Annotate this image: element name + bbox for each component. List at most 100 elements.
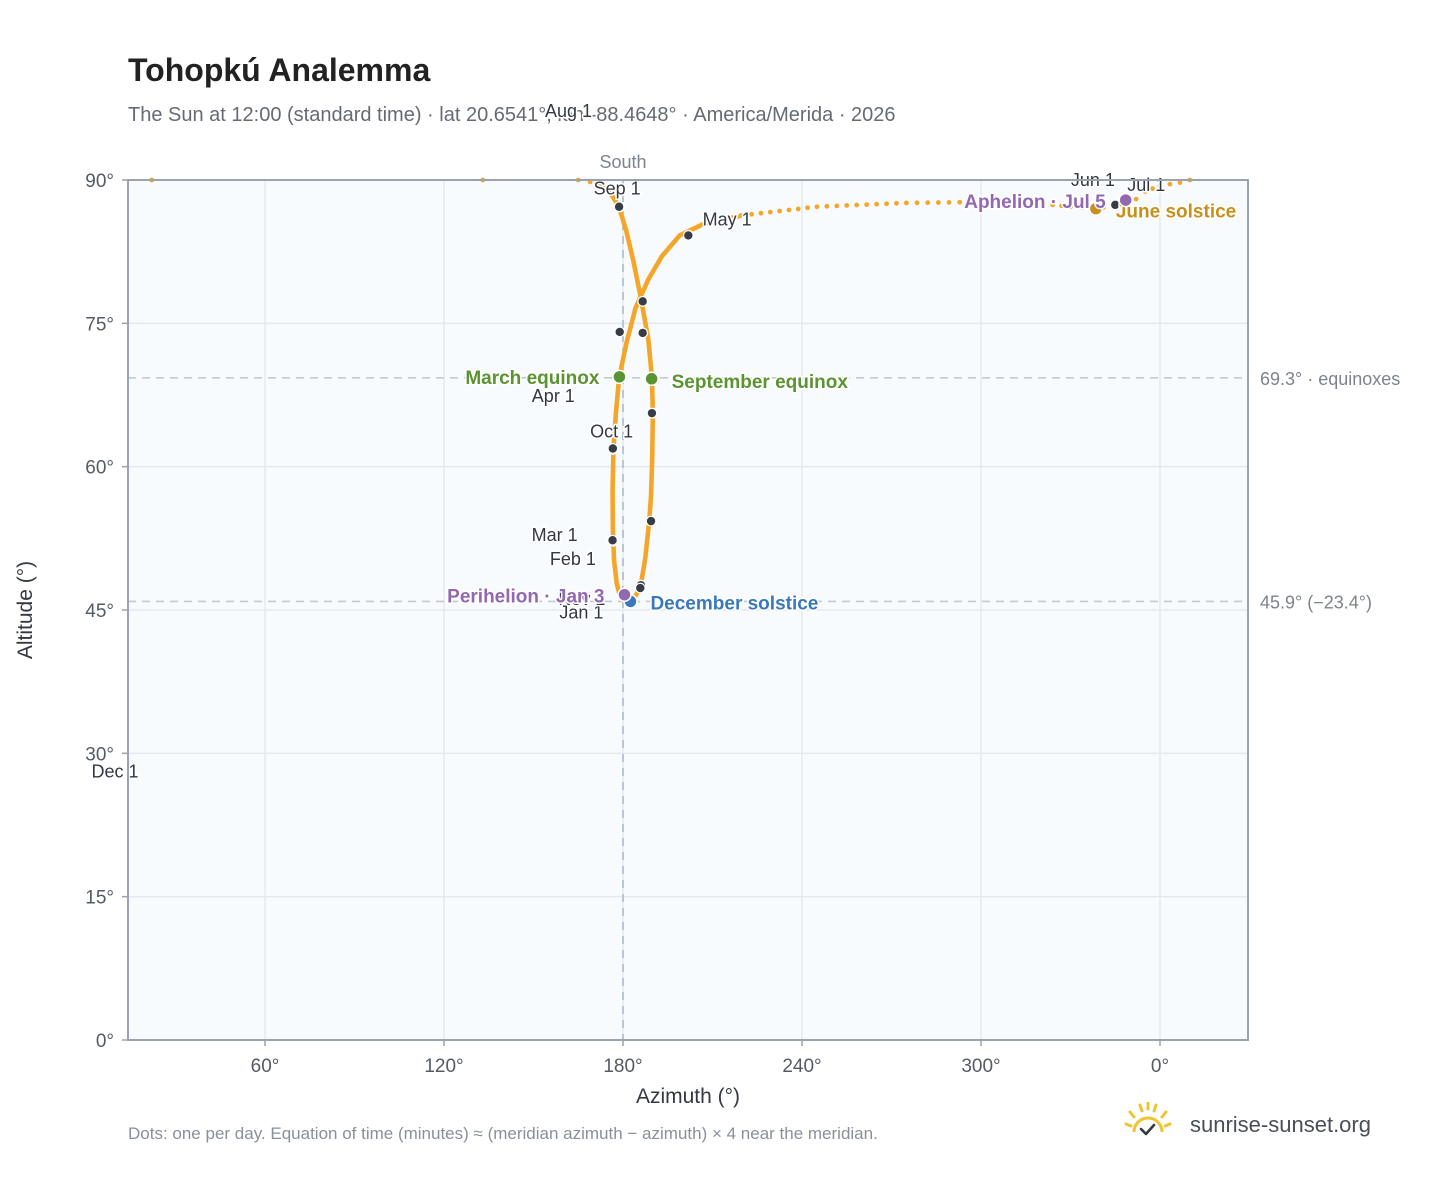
x-tick-label: 240°	[782, 1056, 821, 1077]
day-dot	[777, 208, 783, 214]
day-dot	[957, 199, 963, 205]
day-dot	[989, 199, 995, 205]
month-marker	[645, 515, 657, 527]
day-dot	[874, 201, 879, 207]
day-dot	[1059, 203, 1064, 209]
month-label: Apr 1	[532, 386, 575, 406]
y-tick-label: 45°	[85, 601, 114, 622]
brand-name: sunrise-sunset.org	[1190, 1112, 1371, 1137]
x-tick-label: 120°	[424, 1056, 463, 1077]
month-marker	[614, 326, 626, 338]
day-dot	[767, 209, 773, 215]
y-axis-title: Altitude (°)	[14, 561, 37, 659]
event-label: September equinox	[672, 372, 849, 393]
day-dot	[1050, 202, 1055, 208]
event-label: December solstice	[650, 593, 818, 614]
x-tick-label: 60°	[251, 1056, 280, 1077]
month-label: Jan 1	[559, 603, 603, 623]
x-axis-ticks: 60° 120° 180° 240° 300° 0°	[251, 1040, 1169, 1077]
day-dot	[894, 200, 899, 206]
day-dot	[814, 204, 820, 210]
day-dot	[1068, 204, 1073, 210]
day-dot	[1150, 186, 1155, 192]
day-dot	[1032, 200, 1038, 206]
y-tick-label: 0°	[96, 1031, 114, 1052]
x-tick-label: 180°	[603, 1056, 642, 1077]
day-dot	[978, 199, 984, 205]
month-marker	[1109, 199, 1121, 211]
event-marker	[644, 371, 659, 387]
event-label: Perihelion · Jan 3	[447, 587, 604, 608]
footnote: Dots: one per day. Equation of time (min…	[128, 1124, 878, 1143]
month-marker	[637, 327, 649, 339]
sun-logo-icon	[1124, 1102, 1172, 1136]
month-marker	[634, 582, 646, 594]
month-label: May 1	[703, 209, 752, 229]
day-dot	[946, 199, 952, 205]
event-markers: March equinox September equinox June solst…	[446, 191, 1238, 616]
grid-lines	[128, 180, 1248, 1040]
day-dot	[1133, 196, 1139, 202]
month-label: Nov 1	[558, 589, 605, 609]
reference-line-label: 69.3° · equinoxes	[1260, 369, 1400, 389]
month-label: Jul 1	[1127, 175, 1165, 195]
event-label: March equinox	[465, 368, 600, 389]
month-marker	[682, 230, 694, 241]
day-dot	[967, 199, 973, 205]
reference-lines: 69.3° · equinoxes 45.9° (−23.4°)	[128, 369, 1400, 612]
day-dot	[805, 205, 810, 211]
day-dot	[739, 212, 745, 218]
day-dot	[884, 201, 889, 207]
month-marker	[613, 201, 625, 213]
y-tick-label: 75°	[85, 314, 114, 335]
day-dot	[864, 202, 870, 208]
month-marker	[1002, 196, 1014, 208]
day-dot	[749, 211, 755, 217]
reference-line-label: 45.9° (−23.4°)	[1260, 592, 1372, 612]
day-dot	[925, 200, 931, 206]
day-dot	[795, 206, 801, 212]
y-axis-ticks: 0° 15° 30° 45° 60° 75° 90°	[85, 171, 128, 1052]
month-label: Feb 1	[550, 549, 596, 569]
month-label: Sep 1	[594, 178, 641, 198]
month-marker	[646, 407, 658, 419]
day-dot	[914, 200, 920, 206]
day-dot	[1041, 201, 1047, 207]
y-tick-label: 60°	[85, 458, 114, 479]
x-tick-label: 300°	[961, 1056, 1000, 1077]
meridian-label: South	[599, 152, 646, 172]
x-axis-title: Azimuth (°)	[636, 1085, 740, 1108]
day-dot	[1021, 200, 1027, 206]
day-dot	[844, 203, 850, 208]
day-dot	[1142, 189, 1148, 194]
day-dot	[834, 203, 840, 209]
brand[interactable]: sunrise-sunset.org	[1120, 1100, 1400, 1148]
day-dot	[786, 207, 792, 213]
day-dot	[935, 200, 941, 205]
event-marker	[1088, 201, 1104, 216]
y-tick-label: 15°	[85, 888, 114, 909]
event-marker	[1118, 192, 1133, 208]
event-marker	[612, 369, 627, 385]
month-marker	[607, 443, 619, 454]
x-tick-label: 0°	[1151, 1056, 1169, 1077]
month-label: Aug 1	[545, 101, 592, 121]
chart-title: Tohopkú Analemma	[128, 52, 431, 88]
month-label: Oct 1	[590, 421, 633, 441]
day-dot	[824, 203, 830, 209]
y-tick-label: 90°	[85, 171, 114, 192]
event-label: June solstice	[1116, 202, 1236, 223]
y-tick-label: 30°	[85, 744, 114, 765]
chart-subtitle: The Sun at 12:00 (standard time) · lat 2…	[128, 104, 896, 126]
day-dot	[758, 210, 764, 216]
month-marker	[607, 534, 618, 546]
event-marker	[617, 587, 632, 602]
event-label: Aphelion · Jul 5	[964, 192, 1106, 213]
day-dot	[1157, 183, 1163, 189]
day-dot	[854, 202, 860, 208]
day-dot	[1177, 180, 1183, 185]
day-dot	[1080, 205, 1085, 211]
month-marker	[637, 295, 649, 307]
